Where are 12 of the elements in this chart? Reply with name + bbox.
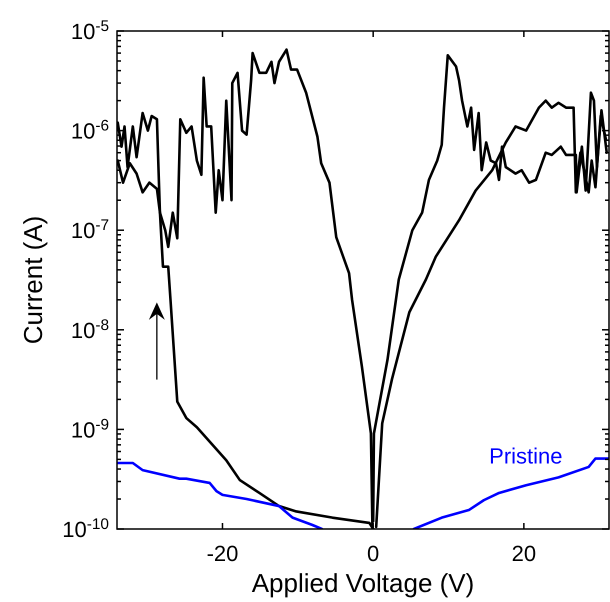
x-tick-label: 0 (367, 541, 380, 566)
x-axis-title: Applied Voltage (V) (252, 568, 474, 598)
x-tick-label: -20 (206, 541, 238, 566)
y-tick-label: 10$^{-9}$ (70, 416, 109, 442)
y-tick-label: 10$^{-6}$ (70, 117, 109, 144)
y-axis-title: Current (A) (18, 216, 48, 344)
y-tick-label: 10$^{-7}$ (70, 216, 109, 244)
y-tick-label: 10$^{-8}$ (70, 316, 109, 343)
y-tick-label: 10$^{-5}$ (70, 18, 109, 44)
y-tick-label: 10$^{-10}$ (62, 516, 109, 542)
x-tick-label: 20 (512, 541, 536, 566)
series-label: Pristine (489, 443, 563, 468)
